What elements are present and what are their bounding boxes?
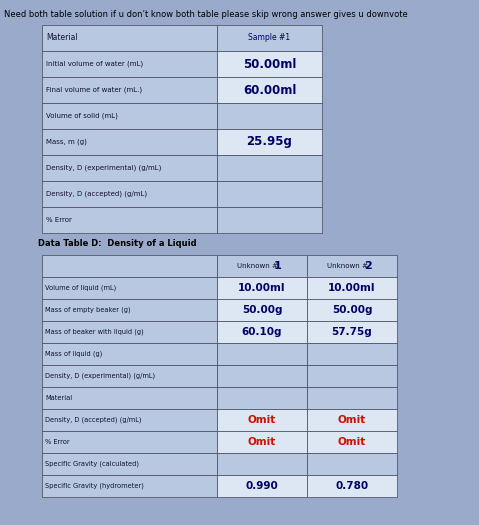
Text: Mass, m (g): Mass, m (g)	[46, 139, 87, 145]
Bar	[42, 77, 217, 103]
Text: 0.990: 0.990	[246, 481, 278, 491]
Bar	[307, 365, 397, 387]
Bar	[307, 475, 397, 497]
Text: 57.75g: 57.75g	[331, 327, 372, 337]
Text: Unknown #: Unknown #	[237, 263, 277, 269]
Bar	[217, 343, 307, 365]
Text: Data Table D:  Density of a Liquid: Data Table D: Density of a Liquid	[38, 239, 196, 248]
Bar	[42, 453, 217, 475]
Text: Mass of empty beaker (g): Mass of empty beaker (g)	[45, 307, 131, 313]
Bar	[42, 155, 217, 181]
Text: Omit: Omit	[338, 437, 366, 447]
Text: Omit: Omit	[248, 415, 276, 425]
Bar	[307, 343, 397, 365]
Bar	[217, 453, 307, 475]
Bar	[217, 299, 307, 321]
Bar	[42, 181, 217, 207]
Bar	[217, 155, 322, 181]
Bar	[42, 475, 217, 497]
Text: 60.00ml: 60.00ml	[243, 83, 296, 97]
Bar	[42, 409, 217, 431]
Text: Mass of beaker with liquid (g): Mass of beaker with liquid (g)	[45, 329, 144, 335]
Text: 50.00ml: 50.00ml	[243, 58, 296, 70]
Bar	[42, 51, 217, 77]
Bar	[42, 365, 217, 387]
Text: Initial volume of water (mL): Initial volume of water (mL)	[46, 61, 143, 67]
Bar	[42, 255, 217, 277]
Text: Omit: Omit	[248, 437, 276, 447]
Bar	[307, 255, 397, 277]
Text: Specific Gravity (hydrometer): Specific Gravity (hydrometer)	[45, 483, 144, 489]
Text: 50.00g: 50.00g	[332, 305, 372, 315]
Text: Density, D (experimental) (g/mL): Density, D (experimental) (g/mL)	[46, 165, 161, 171]
Bar	[217, 25, 322, 51]
Text: Specific Gravity (calculated): Specific Gravity (calculated)	[45, 461, 139, 467]
Text: Density, D (accepted) (g/mL): Density, D (accepted) (g/mL)	[45, 417, 141, 423]
Text: 10.00ml: 10.00ml	[328, 283, 376, 293]
Bar	[42, 321, 217, 343]
Text: Sample #1: Sample #1	[249, 34, 291, 43]
Bar	[307, 299, 397, 321]
Bar	[217, 431, 307, 453]
Text: Volume of solid (mL): Volume of solid (mL)	[46, 113, 118, 119]
Bar	[217, 409, 307, 431]
Bar	[307, 321, 397, 343]
Text: Material: Material	[46, 34, 78, 43]
Bar	[217, 321, 307, 343]
Text: 25.95g: 25.95g	[247, 135, 293, 149]
Bar	[217, 181, 322, 207]
Bar	[42, 299, 217, 321]
Text: 0.780: 0.780	[335, 481, 368, 491]
Text: 1: 1	[274, 261, 282, 271]
Text: Density, D (experimental) (g/mL): Density, D (experimental) (g/mL)	[45, 373, 155, 379]
Bar	[217, 51, 322, 77]
Bar	[42, 277, 217, 299]
Bar	[42, 431, 217, 453]
Bar	[42, 207, 217, 233]
Bar	[217, 129, 322, 155]
Bar	[217, 277, 307, 299]
Bar	[307, 431, 397, 453]
Text: Unknown #: Unknown #	[327, 263, 367, 269]
Bar	[217, 387, 307, 409]
Text: Density, D (accepted) (g/mL): Density, D (accepted) (g/mL)	[46, 191, 147, 197]
Text: 50.00g: 50.00g	[242, 305, 282, 315]
Text: 60.10g: 60.10g	[242, 327, 282, 337]
Bar	[42, 387, 217, 409]
Text: Need both table solution if u don’t know both table please skip wrong answer giv: Need both table solution if u don’t know…	[4, 10, 408, 19]
Text: Mass of liquid (g): Mass of liquid (g)	[45, 351, 103, 357]
Bar	[307, 453, 397, 475]
Text: 2: 2	[364, 261, 372, 271]
Bar	[42, 103, 217, 129]
Text: % Error: % Error	[45, 439, 69, 445]
Bar	[217, 103, 322, 129]
Text: Material: Material	[45, 395, 72, 401]
Bar	[42, 25, 217, 51]
Bar	[307, 277, 397, 299]
Bar	[217, 255, 307, 277]
Bar	[217, 77, 322, 103]
Text: Volume of liquid (mL): Volume of liquid (mL)	[45, 285, 116, 291]
Bar	[217, 207, 322, 233]
Bar	[307, 387, 397, 409]
Text: Final volume of water (mL.): Final volume of water (mL.)	[46, 87, 142, 93]
Bar	[42, 129, 217, 155]
Bar	[307, 409, 397, 431]
Text: 10.00ml: 10.00ml	[238, 283, 286, 293]
Text: % Error: % Error	[46, 217, 72, 223]
Bar	[42, 343, 217, 365]
Text: Omit: Omit	[338, 415, 366, 425]
Bar	[217, 475, 307, 497]
Bar	[217, 365, 307, 387]
